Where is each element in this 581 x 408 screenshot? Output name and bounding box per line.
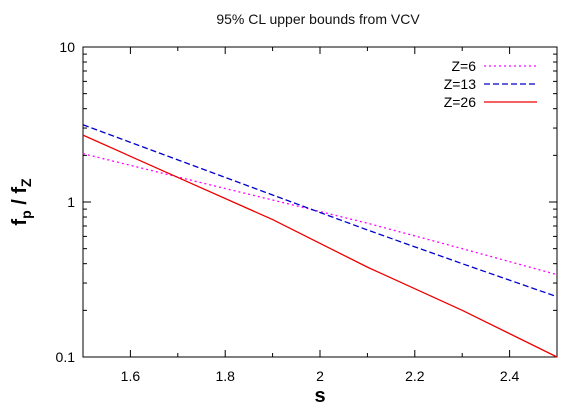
x-axis-label: s: [314, 385, 325, 407]
x-tick-label: 2.4: [500, 368, 520, 384]
x-tick-label: 2: [316, 368, 324, 384]
y-axis-ticks: 0.1 1 10: [56, 39, 557, 365]
legend-label-z-13: Z=13: [444, 76, 477, 92]
legend: Z=6 Z=13 Z=26: [444, 58, 537, 110]
x-tick-label: 1.6: [121, 368, 141, 384]
legend-label-z-6: Z=6: [451, 58, 476, 74]
series-line-z-13: [82, 124, 558, 298]
x-axis-ticks: 1.6 1.8 2 2.2 2.4: [82, 47, 558, 384]
plot-frame: [82, 46, 558, 358]
y-tick-label: 0.1: [56, 349, 76, 365]
y-axis-label-sub2: Z: [18, 178, 34, 187]
series-line-z-6: [82, 153, 558, 276]
y-axis-label-f2: f: [9, 187, 31, 194]
y-axis-label-sub1: p: [18, 210, 34, 219]
y-axis-label: fp / fZ: [9, 178, 34, 226]
series-lines: [82, 124, 558, 358]
series-line-z-26: [82, 134, 558, 358]
y-axis-label-f1: f: [9, 219, 31, 226]
x-tick-label: 1.8: [215, 368, 235, 384]
y-tick-label: 10: [59, 39, 75, 55]
y-tick-label: 1: [67, 194, 75, 210]
chart-title: 95% CL upper bounds from VCV: [216, 11, 420, 27]
y-axis-label-sep: /: [9, 194, 31, 211]
x-tick-label: 2.2: [405, 368, 425, 384]
legend-label-z-26: Z=26: [444, 94, 477, 110]
